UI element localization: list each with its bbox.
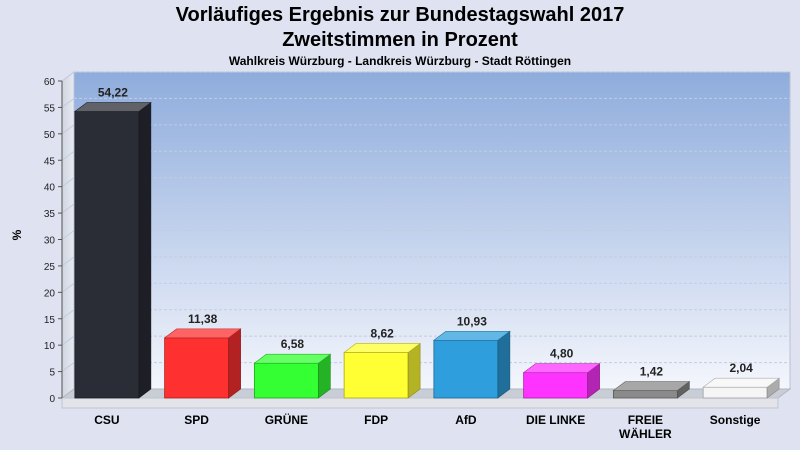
bar-top [702,377,781,388]
gridline-side [61,71,75,82]
x-tick-label: Sonstige [710,413,761,427]
value-label: 1,42 [640,364,664,378]
value-label: 10,93 [457,314,487,328]
value-label: 2,04 [729,361,753,375]
gridline-side [61,150,75,161]
y-tick-label: 25 [44,262,56,273]
y-tick-label: 35 [44,209,56,220]
y-tick-label: 55 [44,103,56,114]
y-tick-label: 45 [44,156,56,167]
bar [74,111,140,399]
gridline-side [61,309,75,320]
plot-floor-edge [61,397,779,409]
bar [343,352,409,399]
bar-side [407,342,421,399]
bar-top [432,330,511,341]
bar-side [228,328,241,399]
x-tick-label: SPD [184,413,209,427]
x-tick-label: CSU [94,413,119,427]
value-label: 54,22 [98,86,128,100]
bar-top [73,102,152,112]
x-tick-label: GRÜNE [265,412,308,427]
bar-top [163,328,242,339]
y-tick-label: 30 [44,236,56,247]
chart-title: Vorläufiges Ergebnis zur Bundestagswahl … [175,4,625,26]
value-label: 11,38 [188,312,218,326]
y-tick-label: 40 [44,183,56,194]
x-tick-label: WÄHLER [619,426,672,441]
value-label: 8,62 [370,326,394,340]
x-tick-label: DIE LINKE [526,413,585,427]
gridline-side [61,282,75,293]
bar-top [253,353,332,364]
bar [612,390,678,399]
bar [523,372,589,399]
gridline-side [61,177,75,188]
bar-top [343,343,422,353]
y-tick-label: 5 [49,368,55,379]
gridline-side [61,124,75,135]
bar [433,339,499,399]
bar-top [612,381,691,391]
bar-side [138,101,152,399]
gridline-side [61,335,75,346]
gridline-side [61,203,75,214]
x-tick-label: FREIE [628,413,663,427]
chart-subtitle: Zweitstimmen in Prozent [282,29,518,51]
gridline-side [61,362,75,372]
y-axis-label: % [10,229,24,240]
value-label: 4,80 [550,347,574,361]
bar-side [497,330,511,399]
gridline-side [61,256,75,267]
y-tick-label: 15 [44,315,56,326]
y-tick-label: 0 [49,394,55,405]
x-tick-label: FDP [364,413,388,427]
gridline-side [61,98,75,108]
gridline-side [61,230,75,240]
value-label: 6,58 [281,337,305,351]
bar [702,386,768,399]
bar [164,337,230,399]
y-tick-label: 60 [44,77,56,88]
x-tick-label: AfD [455,413,477,427]
y-tick-label: 10 [44,341,56,352]
y-tick-label: 20 [44,288,56,299]
bar-top [522,363,601,373]
chart-region-label: Wahlkreis Würzburg - Landkreis Würzburg … [228,54,572,68]
y-tick-label: 50 [44,130,56,141]
bar [253,362,319,399]
